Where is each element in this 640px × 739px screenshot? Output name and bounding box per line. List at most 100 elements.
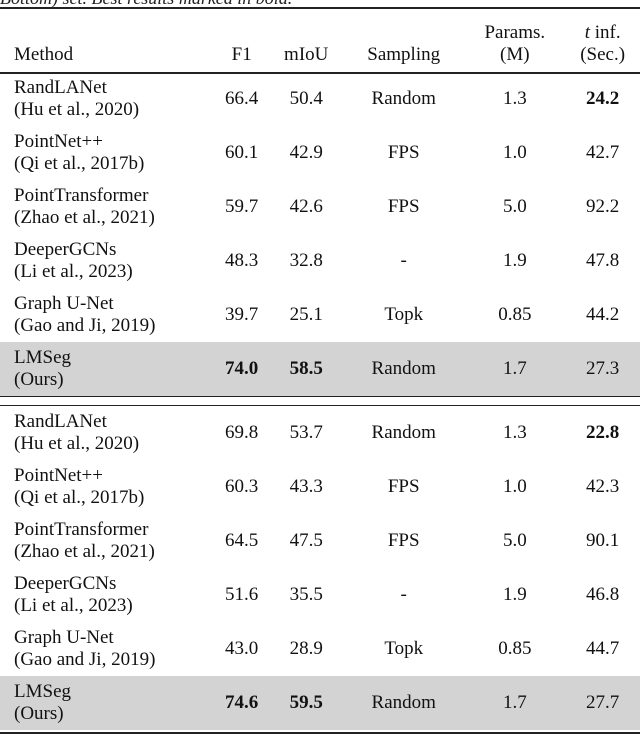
table-row: PointTransformer (Zhao et al., 2021) 59.7 4… [0,180,640,234]
header-miou: mIoU [284,44,329,65]
table-row: RandLANet (Hu et al., 2020) 69.8 53.7 Random… [0,406,640,461]
method-citation: (Li et al., 2023) [14,261,133,282]
f1-cell: 66.4 [225,88,259,109]
method-name: PointNet++ [14,465,103,486]
header-f1: F1 [231,44,252,65]
table-row: LMSeg (Ours) 74.6 59.5 Random 1.7 27.7 [0,676,640,730]
miou-cell: 59.5 [269,676,344,730]
sampling-cell: Random [371,422,436,443]
t-cell: 47.8 [586,250,620,271]
method-cell: LMSeg (Ours) [0,342,214,397]
sampling-cell: - [400,250,407,271]
params-cell: 5.0 [502,196,527,217]
method-name: PointNet++ [14,131,103,152]
params-cell: 0.85 [498,638,532,659]
header-method: Method [14,44,74,65]
t-cell: 42.7 [586,142,620,163]
f1-cell: 59.7 [225,196,259,217]
method-citation: (Ours) [14,703,64,724]
method-citation: (Ours) [14,369,64,390]
f1-cell: 64.5 [225,530,259,551]
header-sampling: Sampling [367,44,441,65]
table-row: PointTransformer (Zhao et al., 2021) 64.5 4… [0,514,640,568]
miou-cell: 42.6 [289,196,323,217]
miou-cell: 43.3 [289,476,323,497]
method-citation: (Qi et al., 2017b) [14,153,145,174]
method-cell: Graph U-Net (Gao and Ji, 2019) [0,288,214,342]
f1-cell: 51.6 [225,584,259,605]
f1-cell: 39.7 [225,304,259,325]
separator-cell [0,396,640,406]
table-row: DeeperGCNs (Li et al., 2023) 48.3 32.8 - 1.9 4… [0,234,640,288]
method-cell: DeeperGCNs (Li et al., 2023) [0,234,214,288]
miou-cell: 53.7 [289,422,323,443]
method-name: PointTransformer [14,519,149,540]
params-cell: 1.0 [502,476,527,497]
params-cell: 1.7 [464,676,566,730]
method-cell: PointTransformer (Zhao et al., 2021) [0,180,214,234]
miou-cell: 28.9 [289,638,323,659]
method-citation: (Li et al., 2023) [14,595,133,616]
method-cell: PointTransformer (Zhao et al., 2021) [0,514,214,568]
method-citation: (Zhao et al., 2021) [14,207,155,228]
results-table: Method F1 mIoU Sampling Params. (M) t inf… [0,10,640,730]
table-row: Graph U-Net (Gao and Ji, 2019) 43.0 28.9 Top… [0,622,640,676]
table-row: Graph U-Net (Gao and Ji, 2019) 39.7 25.1 Top… [0,288,640,342]
sampling-cell: Topk [384,638,424,659]
method-name: PointTransformer [14,185,149,206]
t-cell: 24.2 [586,88,620,109]
method-cell: RandLANet (Hu et al., 2020) [0,406,214,461]
params-cell: 1.0 [502,142,527,163]
miou-cell: 47.5 [289,530,323,551]
sampling-cell: - [400,584,407,605]
method-citation: (Hu et al., 2020) [14,433,140,454]
table-row: PointNet++ (Qi et al., 2017b) 60.1 42.9 FPS 1… [0,126,640,180]
params-cell: 0.85 [498,304,532,325]
method-name: RandLANet [14,411,107,432]
t-cell: 27.3 [565,342,640,397]
f1-cell: 74.0 [214,342,270,397]
miou-cell: 32.8 [289,250,323,271]
t-cell: 44.2 [586,304,620,325]
method-name: RandLANet [14,77,107,98]
table-caption: Bottom) set. Best results marked in bold… [0,0,292,9]
miou-cell: 25.1 [289,304,323,325]
miou-cell: 50.4 [289,88,323,109]
t-cell: 42.3 [586,476,620,497]
table-row: RandLANet (Hu et al., 2020) 66.4 50.4 Random… [0,72,640,126]
method-cell: RandLANet (Hu et al., 2020) [0,72,214,126]
params-cell: 1.9 [502,250,527,271]
sampling-cell: FPS [387,530,420,551]
method-name: DeeperGCNs [14,239,117,260]
sampling-cell: FPS [387,196,420,217]
f1-cell: 60.3 [225,476,259,497]
method-cell: Graph U-Net (Gao and Ji, 2019) [0,622,214,676]
sampling-cell: Random [343,342,465,397]
t-cell: 46.8 [586,584,620,605]
sampling-cell: Topk [384,304,424,325]
group-separator [0,396,640,406]
method-cell: PointNet++ (Qi et al., 2017b) [0,460,214,514]
table-row: PointNet++ (Qi et al., 2017b) 60.3 43.3 FPS 1… [0,460,640,514]
params-cell: 1.3 [502,422,527,443]
sampling-cell: Random [371,88,436,109]
table-row: LMSeg (Ours) 74.0 58.5 Random 1.7 27.3 [0,342,640,397]
top-rule [0,7,640,9]
header-params: Params. (M) [484,22,546,65]
miou-cell: 42.9 [289,142,323,163]
miou-cell: 35.5 [289,584,323,605]
params-cell: 1.9 [502,584,527,605]
params-cell: 1.3 [502,88,527,109]
method-cell: PointNet++ (Qi et al., 2017b) [0,126,214,180]
f1-cell: 48.3 [225,250,259,271]
params-cell: 1.7 [464,342,566,397]
method-name: LMSeg [14,347,71,368]
miou-cell: 58.5 [269,342,344,397]
method-citation: (Hu et al., 2020) [14,99,140,120]
method-name: LMSeg [14,681,71,702]
t-cell: 22.8 [586,422,620,443]
t-cell: 92.2 [586,196,620,217]
table-row: DeeperGCNs (Li et al., 2023) 51.6 35.5 - 1.9 4… [0,568,640,622]
method-cell: LMSeg (Ours) [0,676,214,730]
method-citation: (Gao and Ji, 2019) [14,649,156,670]
